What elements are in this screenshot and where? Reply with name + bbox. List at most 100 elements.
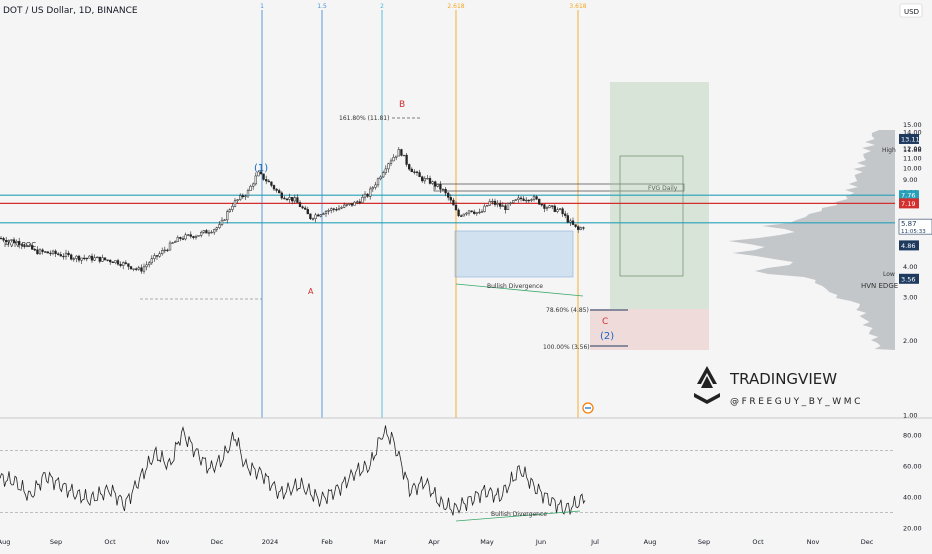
price-divergence-label: Bullish Divergence: [487, 283, 543, 290]
symbol-title[interactable]: DOT / US Dollar, 1D, BINANCE: [3, 6, 138, 16]
candle-body: [402, 154, 406, 157]
time-tick-label: Aug: [0, 538, 10, 546]
stop-box[interactable]: [590, 309, 709, 350]
candle-body: [408, 164, 411, 170]
candle-body: [12, 239, 16, 243]
fib-time-label: 2.618: [447, 3, 464, 10]
candle-body: [103, 257, 107, 261]
candle-body: [337, 207, 341, 211]
candle-body: [153, 255, 156, 259]
candle-body: [571, 220, 575, 225]
low-label: Low: [883, 271, 895, 278]
price-badge-label: 13.11: [901, 135, 920, 143]
candle-body: [545, 207, 549, 209]
candle-body: [176, 237, 179, 242]
candle-body: [556, 209, 559, 212]
candle-body: [215, 227, 218, 230]
candle-body: [288, 197, 291, 200]
candle-body: [124, 262, 127, 264]
candle-body: [38, 249, 42, 255]
candle-body: [161, 250, 164, 254]
candle-body: [70, 254, 73, 260]
price-divergence-line[interactable]: [455, 283, 584, 297]
candle-body: [486, 204, 489, 207]
candle-body: [525, 199, 528, 202]
candle-body: [296, 197, 299, 203]
candle-body: [249, 185, 252, 191]
candle-body: [512, 200, 515, 204]
current-price-badge[interactable]: [898, 218, 932, 235]
candle-body: [384, 168, 387, 173]
candle-body: [306, 209, 309, 215]
candle-body: [23, 245, 26, 247]
currency-badge[interactable]: [899, 3, 923, 18]
price-badge[interactable]: [899, 133, 919, 144]
rsi-axis[interactable]: 80.00 60.00 40.00 20.00: [903, 432, 922, 533]
price-tick-label: 2.00: [903, 337, 917, 345]
candle-body: [174, 241, 177, 243]
candle-body: [267, 180, 270, 183]
rsi-tick-label: 60.00: [903, 463, 922, 471]
candle-body: [223, 219, 226, 221]
rsi-pane: [0, 425, 895, 516]
fvg-box[interactable]: [433, 183, 685, 192]
candle-body: [319, 214, 322, 217]
candle-body: [413, 171, 416, 173]
price-axis[interactable]: 15.0014.0012.0011.0010.009.008.006.004.0…: [882, 121, 932, 420]
candle-body: [462, 213, 465, 217]
candle-body: [116, 260, 120, 265]
candle-body: [551, 205, 554, 207]
price-badge[interactable]: [899, 190, 919, 201]
candle-body: [41, 249, 44, 252]
price-badge[interactable]: [899, 198, 919, 209]
price-tick-label: 1.00: [903, 412, 917, 420]
candle-body: [410, 168, 413, 173]
time-tick-label: Nov: [157, 538, 170, 546]
range-box[interactable]: [454, 230, 574, 278]
candle-body: [423, 178, 426, 182]
candle-body: [171, 242, 174, 244]
price-badge-label: 4.86: [901, 242, 915, 250]
candle-body: [205, 230, 208, 234]
candle-body: [532, 196, 536, 200]
price-badge[interactable]: [899, 240, 919, 251]
time-tick-label: Jun: [535, 538, 546, 546]
candle-body: [499, 203, 502, 207]
candle-body: [434, 181, 437, 187]
candle-body: [389, 160, 393, 164]
candle-body: [101, 257, 104, 262]
candle-body: [496, 203, 499, 205]
price-tick-label: 14.00: [903, 128, 922, 136]
candle-body: [93, 257, 96, 261]
candle-body: [465, 212, 468, 215]
candle-body: [558, 208, 562, 210]
candle-body: [449, 197, 452, 201]
candle-body: [106, 259, 109, 261]
rsi-divergence-line[interactable]: [455, 510, 581, 522]
candle-body: [259, 171, 263, 175]
candle-body: [278, 190, 281, 194]
candle-body: [150, 258, 153, 264]
candle-body: [540, 204, 543, 206]
candle-body: [127, 263, 130, 267]
rsi-tick-label: 80.00: [903, 432, 922, 440]
candle-body: [392, 157, 395, 162]
candle-body: [64, 252, 68, 257]
time-tick-label: Dec: [211, 538, 224, 546]
price-badge[interactable]: [899, 273, 919, 284]
candle-body: [444, 188, 447, 194]
candle-body: [67, 252, 70, 256]
time-axis[interactable]: Aug Sep Oct Nov Dec 2024 Feb Mar Apr May Jun Jul Aug…: [0, 538, 874, 546]
candle-body: [561, 208, 564, 215]
candle-body: [566, 215, 569, 223]
volume-profile: [728, 130, 895, 350]
fib-time-label: 1: [260, 3, 264, 10]
rsi-line: [0, 425, 586, 516]
candle-body: [509, 202, 512, 204]
candle-body: [241, 195, 244, 198]
candle-body: [439, 183, 442, 190]
target-inner-box[interactable]: [619, 155, 684, 277]
candle-body: [280, 192, 283, 199]
time-tick-label: Feb: [321, 538, 333, 546]
